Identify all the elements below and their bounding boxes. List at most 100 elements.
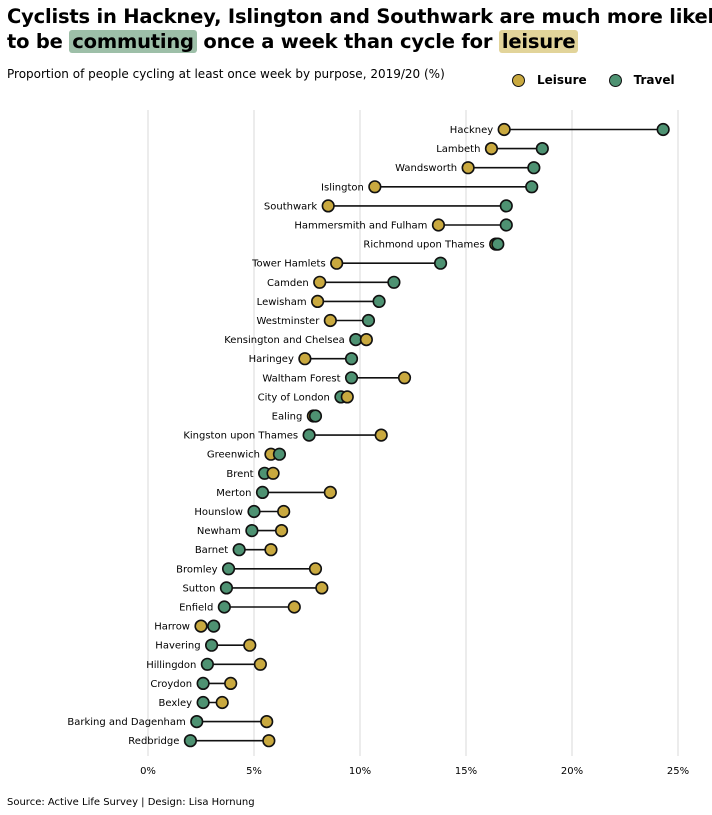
travel-point [255,485,270,500]
travel-point [245,523,259,538]
row-label: Camden [267,278,309,289]
row-label: Bexley [159,698,193,709]
travel-point [190,714,204,729]
travel-point [525,180,539,194]
leisure-point [368,180,382,194]
row-label: Richmond upon Thames [363,240,484,251]
leisure-point [397,371,412,385]
leisure-point [315,581,329,595]
travel-point [196,695,210,710]
leisure-point [313,275,327,289]
travel-point [372,294,386,309]
row-label: Westminster [256,316,320,327]
x-tick-label: 20% [561,766,583,777]
travel-point [499,199,513,213]
travel-point [219,581,234,595]
source-note: Source: Active Life Survey | Design: Lis… [7,797,255,808]
leisure-point [330,256,344,270]
travel-point [387,275,401,289]
leisure-highlight: leisure [498,30,579,53]
title-line-2-start: to be [7,30,70,53]
leisure-point [298,352,312,366]
row-label: Enfield [179,603,213,614]
leisure-point [359,333,373,347]
leisure-point [224,676,238,691]
title-line-1: Cyclists in Hackney, Islington and South… [7,5,712,28]
row-label: Greenwich [207,450,260,461]
travel-point [535,142,549,156]
x-tick-label: 0% [140,766,156,777]
row-label: Brent [226,469,253,480]
leisure-point [277,504,291,519]
leisure-point [215,695,229,710]
leisure-point [274,523,289,538]
legend-leisure-marker [512,73,525,87]
travel-point [200,657,214,671]
row-label: Havering [155,641,200,652]
x-tick-label: 5% [246,766,262,777]
row-label: Hounslow [194,507,243,518]
legend: Leisure Travel [512,71,697,89]
travel-point [207,619,221,633]
row-label: Croydon [150,679,192,690]
x-tick-label: 10% [349,766,371,777]
row-label: Waltham Forest [262,373,340,384]
leisure-point [323,313,337,328]
row-label: Kingston upon Thames [183,431,298,442]
row-label: Hillingdon [146,660,196,671]
chart-title: Cyclists in Hackney, Islington and South… [7,4,712,54]
leisure-point [374,428,388,442]
travel-point [183,734,197,748]
leisure-point [461,161,475,175]
legend-leisure-label: Leisure [537,73,587,87]
travel-point [272,447,287,461]
travel-point [205,638,219,652]
x-tick-label: 25% [667,766,689,777]
row-label: Harrow [154,622,190,633]
row-label: Haringey [249,354,294,365]
row-label: Sutton [182,583,215,594]
row-label: City of London [258,392,330,403]
travel-point [499,218,513,232]
title-line-2: to be commuting once a week than cycle f… [7,29,712,54]
row-label: Barking and Dagenham [67,717,185,728]
leisure-point [266,466,280,480]
leisure-point [264,543,278,557]
row-label: Redbridge [128,736,179,747]
leisure-point [321,199,335,213]
row-label: Wandsworth [395,163,457,174]
row-label: Southwark [264,201,317,212]
leisure-point [308,562,323,576]
leisure-point [323,485,337,500]
travel-point [308,409,323,423]
row-label: Merton [216,488,251,499]
leisure-point [497,122,511,137]
travel-point [217,600,231,614]
leisure-point [340,390,354,404]
row-label: Hammersmith and Fulham [294,221,427,232]
travel-point [196,676,210,691]
leisure-point [194,619,208,633]
leisure-point [262,734,276,748]
travel-point [247,504,261,519]
leisure-point [260,714,274,729]
legend-travel-marker [608,73,622,87]
legend-item-travel: Travel [608,73,675,87]
commuting-highlight: commuting [69,30,197,53]
row-label: Islington [321,182,364,193]
row-label: Newham [197,526,241,537]
leisure-point [311,294,325,309]
row-label: Lambeth [436,144,480,155]
travel-point [433,256,448,270]
leisure-point [243,638,257,652]
legend-item-leisure: Leisure [512,73,587,87]
row-label: Bromley [176,564,218,575]
travel-point [344,371,359,385]
travel-point [361,313,376,328]
leisure-point [484,142,499,156]
title-line-2-middle: once a week than cycle for [196,30,499,53]
row-label: Lewisham [257,297,307,308]
row-label: Tower Hamlets [251,259,326,270]
leisure-point [431,218,446,232]
